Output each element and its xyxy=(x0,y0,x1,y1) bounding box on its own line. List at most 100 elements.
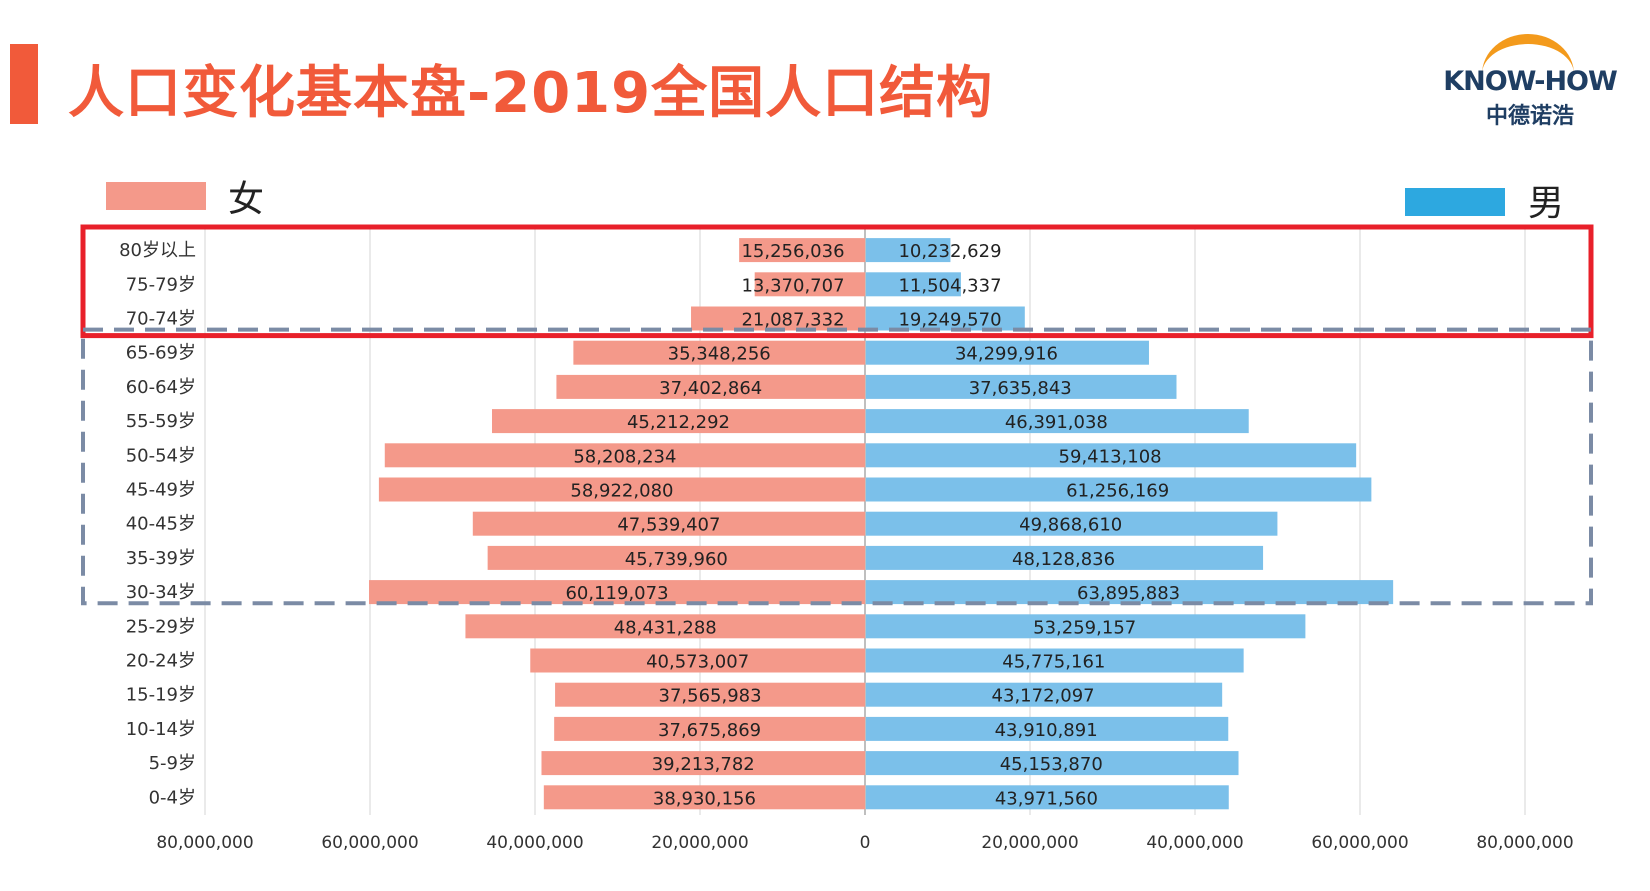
female-value-label: 39,213,782 xyxy=(652,754,755,775)
male-value-label: 19,249,570 xyxy=(898,310,1001,331)
category-label: 75-79岁 xyxy=(126,274,196,295)
male-bar xyxy=(866,785,1229,810)
x-tick-label: 0 xyxy=(860,833,871,853)
category-label: 80岁以上 xyxy=(119,240,196,261)
male-value-label: 34,299,916 xyxy=(955,344,1058,365)
x-tick-label: 60,000,000 xyxy=(1311,833,1408,853)
x-tick-label: 20,000,000 xyxy=(651,833,748,853)
female-bar xyxy=(530,648,865,673)
category-label: 30-34岁 xyxy=(126,582,196,603)
female-value-label: 15,256,036 xyxy=(741,241,844,262)
category-label: 55-59岁 xyxy=(126,411,196,432)
male-value-label: 45,153,870 xyxy=(1000,754,1103,775)
female-bar xyxy=(491,409,865,434)
category-label: 45-49岁 xyxy=(126,480,196,501)
legend-female-swatch xyxy=(106,182,206,210)
legend-female-label: 女 xyxy=(228,179,265,220)
female-value-label: 21,087,332 xyxy=(741,310,844,331)
male-value-label: 59,413,108 xyxy=(1059,446,1162,467)
category-label: 60-64岁 xyxy=(126,377,196,398)
male-bar xyxy=(866,511,1278,536)
category-label: 40-45岁 xyxy=(126,514,196,535)
x-tick-label: 20,000,000 xyxy=(981,833,1078,853)
male-bar xyxy=(866,614,1306,639)
male-bar xyxy=(866,648,1244,673)
category-label: 0-4岁 xyxy=(149,787,196,808)
highlight-box-working-age xyxy=(81,327,1593,606)
female-value-label: 47,539,407 xyxy=(617,515,720,536)
logo-arc-icon xyxy=(1482,34,1574,114)
female-bar xyxy=(384,443,865,468)
category-label: 20-24岁 xyxy=(126,651,196,672)
x-tick-label: 60,000,000 xyxy=(321,833,418,853)
female-value-label: 38,930,156 xyxy=(653,788,756,809)
female-bar xyxy=(487,545,865,570)
female-value-label: 35,348,256 xyxy=(668,344,771,365)
x-tick-label: 40,000,000 xyxy=(1146,833,1243,853)
female-value-label: 45,739,960 xyxy=(625,549,728,570)
legend-male-swatch xyxy=(1405,188,1505,216)
female-value-label: 58,208,234 xyxy=(573,446,676,467)
category-label: 65-69岁 xyxy=(126,343,196,364)
male-value-label: 46,391,038 xyxy=(1005,412,1108,433)
female-bar xyxy=(543,785,865,810)
legend-male-label: 男 xyxy=(1528,183,1565,224)
x-tick-label: 40,000,000 xyxy=(486,833,583,853)
male-bar xyxy=(866,306,1025,331)
female-value-label: 37,675,869 xyxy=(658,720,761,741)
category-label: 10-14岁 xyxy=(126,719,196,740)
male-bar xyxy=(866,751,1239,776)
female-value-label: 13,370,707 xyxy=(741,275,844,296)
male-value-label: 45,775,161 xyxy=(1002,652,1105,673)
category-label: 70-74岁 xyxy=(126,309,196,330)
male-bar xyxy=(866,443,1357,468)
female-bar xyxy=(691,306,865,331)
female-bar xyxy=(465,614,865,639)
male-value-label: 37,635,843 xyxy=(969,378,1072,399)
male-bar xyxy=(866,272,961,297)
female-bar xyxy=(554,716,865,741)
female-bar xyxy=(573,340,865,365)
category-label: 35-39岁 xyxy=(126,548,196,569)
male-bar xyxy=(866,374,1177,399)
female-bar xyxy=(556,374,865,399)
male-value-label: 63,895,883 xyxy=(1077,583,1180,604)
logo-text-en: KNOW-HOW xyxy=(1443,66,1618,97)
logo-text-cn: 中德诺浩 xyxy=(1485,104,1574,129)
male-value-label: 61,256,169 xyxy=(1066,481,1169,502)
female-bar xyxy=(739,238,865,263)
female-bar xyxy=(369,580,865,605)
male-bar xyxy=(866,580,1394,605)
x-tick-label: 80,000,000 xyxy=(1476,833,1573,853)
female-value-label: 37,402,864 xyxy=(659,378,762,399)
male-value-label: 43,910,891 xyxy=(995,720,1098,741)
male-value-label: 48,128,836 xyxy=(1012,549,1115,570)
category-label: 50-54岁 xyxy=(126,445,196,466)
female-bar xyxy=(555,682,865,707)
male-value-label: 49,868,610 xyxy=(1019,515,1122,536)
highlight-box-elderly xyxy=(80,224,1594,339)
male-bar xyxy=(866,545,1264,570)
male-bar xyxy=(866,238,951,263)
category-label: 15-19岁 xyxy=(126,685,196,706)
category-label: 5-9岁 xyxy=(149,753,196,774)
male-value-label: 10,232,629 xyxy=(898,241,1001,262)
female-value-label: 40,573,007 xyxy=(646,652,749,673)
female-value-label: 60,119,073 xyxy=(565,583,668,604)
page-title: 人口变化基本盘-2019全国人口结构 xyxy=(68,61,994,126)
male-value-label: 53,259,157 xyxy=(1033,617,1136,638)
company-logo: KNOW-HOW 中德诺浩 xyxy=(1430,30,1630,130)
female-value-label: 48,431,288 xyxy=(614,617,717,638)
x-tick-label: 80,000,000 xyxy=(156,833,253,853)
male-bar xyxy=(866,477,1372,502)
male-bar xyxy=(866,682,1223,707)
title-accent-bar xyxy=(10,44,38,124)
male-value-label: 43,971,560 xyxy=(995,788,1098,809)
female-bar xyxy=(472,511,865,536)
female-value-label: 58,922,080 xyxy=(570,481,673,502)
male-bar xyxy=(866,716,1229,741)
female-bar xyxy=(754,272,865,297)
male-value-label: 11,504,337 xyxy=(898,275,1001,296)
female-value-label: 45,212,292 xyxy=(627,412,730,433)
